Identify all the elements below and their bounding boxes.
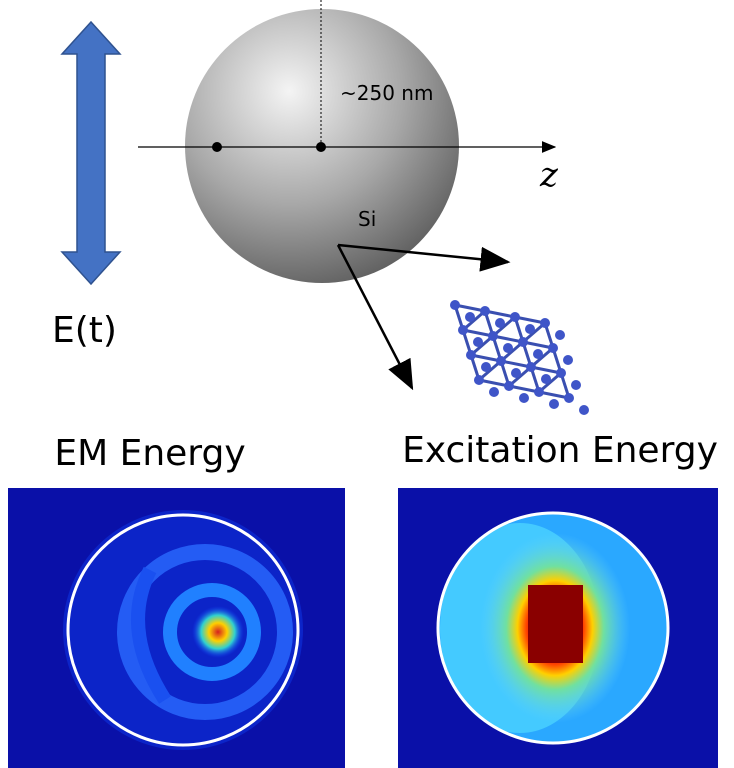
panel-title: Excitation Energy	[402, 430, 718, 471]
atom	[548, 343, 558, 353]
axis-label: z	[539, 155, 559, 195]
atom	[495, 318, 505, 328]
atom	[555, 330, 565, 340]
atom	[549, 399, 559, 409]
atom	[556, 368, 566, 378]
atom	[533, 349, 543, 359]
em-heatmap	[8, 488, 345, 768]
atom	[458, 325, 468, 335]
atom	[579, 405, 589, 415]
crystal-lattice	[450, 300, 589, 415]
material-label: Si	[358, 207, 376, 231]
atom	[473, 337, 483, 347]
atom	[504, 381, 514, 391]
atom	[466, 350, 476, 360]
atom	[563, 355, 573, 365]
atom	[488, 331, 498, 341]
field-label: E(t)	[52, 310, 117, 351]
atom	[480, 306, 490, 316]
atom	[474, 375, 484, 385]
panel-title: EM Energy	[54, 433, 245, 474]
dot	[212, 142, 222, 152]
atom	[481, 362, 491, 372]
atom	[541, 374, 551, 384]
atom	[496, 356, 506, 366]
atom	[510, 312, 520, 322]
size-label: ~250 nm	[340, 81, 433, 105]
excitation-heatmap	[398, 488, 718, 768]
figure: ~250 nm z Si E(t) EM Energy Excitation E…	[0, 0, 734, 768]
atom	[503, 343, 513, 353]
atom	[540, 318, 550, 328]
atom	[511, 368, 521, 378]
atom	[489, 387, 499, 397]
atom	[534, 387, 544, 397]
atom	[519, 393, 529, 403]
atom	[450, 300, 460, 310]
field-arrow	[62, 22, 120, 284]
atom	[525, 324, 535, 334]
atom	[526, 362, 536, 372]
atom	[465, 312, 475, 322]
atom	[564, 393, 574, 403]
atom	[571, 380, 581, 390]
dot	[316, 142, 326, 152]
atom	[518, 337, 528, 347]
